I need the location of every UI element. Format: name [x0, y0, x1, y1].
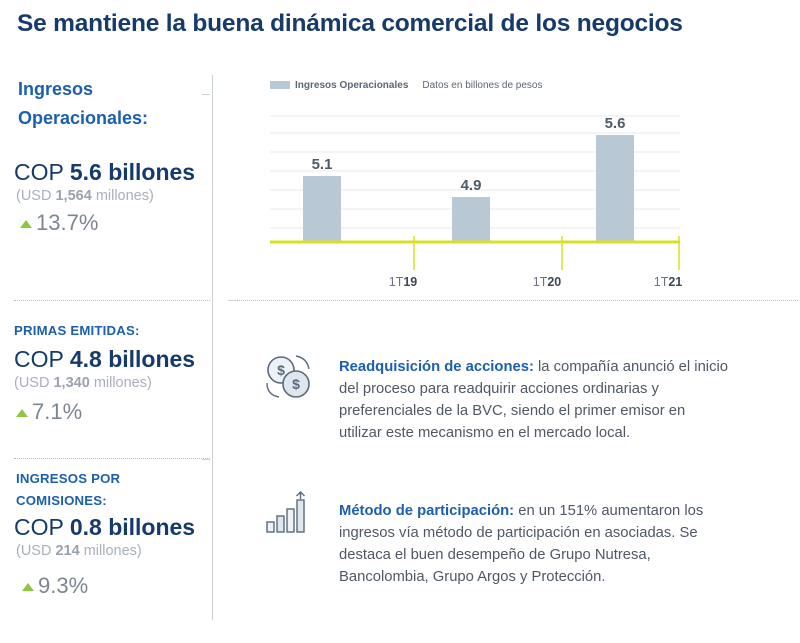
metric-usd-value: (USD 214 millones)	[16, 543, 142, 559]
metric-label-line1: INGRESOS POR	[16, 471, 121, 486]
bar	[452, 197, 490, 242]
legend-series-name: Ingresos Operacionales	[295, 80, 409, 91]
metric-cop-value: COP 4.8 billones	[14, 346, 196, 372]
metric-change: 13.7%	[20, 210, 209, 236]
up-arrow-icon	[22, 583, 34, 592]
metric-usd-value: (USD 1,340 millones)	[14, 375, 152, 391]
info-item-text: Bancolombia, Grupo Argos y Protección.	[339, 569, 606, 585]
metric-label-line2: Operacionales:	[18, 108, 149, 128]
metrics-column: Ingresos Operacionales: COP 5.6 billones…	[0, 0, 212, 643]
info-item-heading: Método de participación:	[339, 503, 515, 519]
info-item-text: preferenciales de la BVC, siendo el prim…	[339, 403, 686, 419]
info-item-text: ingresos vía método de participación en …	[339, 525, 698, 541]
info-item-text: en un 151% aumentaron los	[514, 503, 704, 519]
svg-text:$: $	[277, 362, 285, 378]
metric-usd-value: (USD 1,564 millones)	[16, 188, 154, 204]
metric-commissions: INGRESOS POR COMISIONES: COP 0.8 billone…	[14, 468, 209, 599]
info-item-text: utilizar este mecanismo en el mercado lo…	[339, 425, 631, 441]
metric-label-line2: COMISIONES:	[16, 493, 107, 508]
metric-change: 9.3%	[22, 573, 209, 599]
divider-tick	[228, 300, 236, 301]
bar	[596, 135, 634, 242]
column-divider	[212, 75, 213, 620]
info-item-share-buyback: Readquisición de acciones: la compañía a…	[339, 356, 759, 444]
metric-premiums: PRIMAS EMITIDAS: COP 4.8 billones (USD 1…	[14, 320, 209, 425]
metric-cop-value: COP 5.6 billones	[14, 159, 196, 185]
bar	[303, 176, 341, 242]
data-label: 4.9	[461, 177, 482, 194]
legend-swatch	[270, 81, 290, 90]
tick-label: 1T21	[654, 275, 683, 289]
tick-label: 1T19	[389, 275, 418, 289]
legend-note: Datos en billones de pesos	[422, 80, 543, 91]
info-item-text: la compañía anunció el inicio	[533, 359, 729, 375]
data-label: 5.1	[312, 156, 333, 173]
metric-label-line1: PRIMAS EMITIDAS:	[14, 323, 140, 338]
info-item-heading: Readquisición de acciones:	[339, 359, 534, 375]
info-item-text: destaca el buen desempeño de Grupo Nutre…	[339, 547, 651, 563]
section-divider	[228, 300, 798, 301]
coins-exchange-icon: $ $	[266, 355, 310, 398]
metric-operating-income: Ingresos Operacionales: COP 5.6 billones…	[14, 75, 209, 236]
chart-legend: Ingresos Operacionales Datos en billones …	[270, 80, 542, 91]
info-item-equity-method: Método de participación: en un 151% aume…	[339, 500, 759, 588]
page-title: Se mantiene la buena dinámica comercial …	[17, 10, 683, 37]
growth-bars-icon	[266, 491, 305, 533]
metric-cop-value: COP 0.8 billones	[14, 514, 196, 540]
divider	[14, 300, 210, 301]
svg-text:$: $	[292, 376, 300, 392]
metric-label-line1: Ingresos	[18, 79, 94, 99]
up-arrow-icon	[16, 409, 28, 418]
divider-tick	[202, 94, 210, 95]
divider-tick	[202, 459, 210, 460]
info-item-text: del proceso para readquirir acciones ord…	[339, 381, 659, 397]
tick-label: 1T20	[533, 275, 562, 289]
data-label: 5.6	[605, 115, 626, 132]
divider	[14, 458, 210, 459]
metric-change: 7.1%	[16, 399, 209, 425]
up-arrow-icon	[20, 220, 32, 229]
